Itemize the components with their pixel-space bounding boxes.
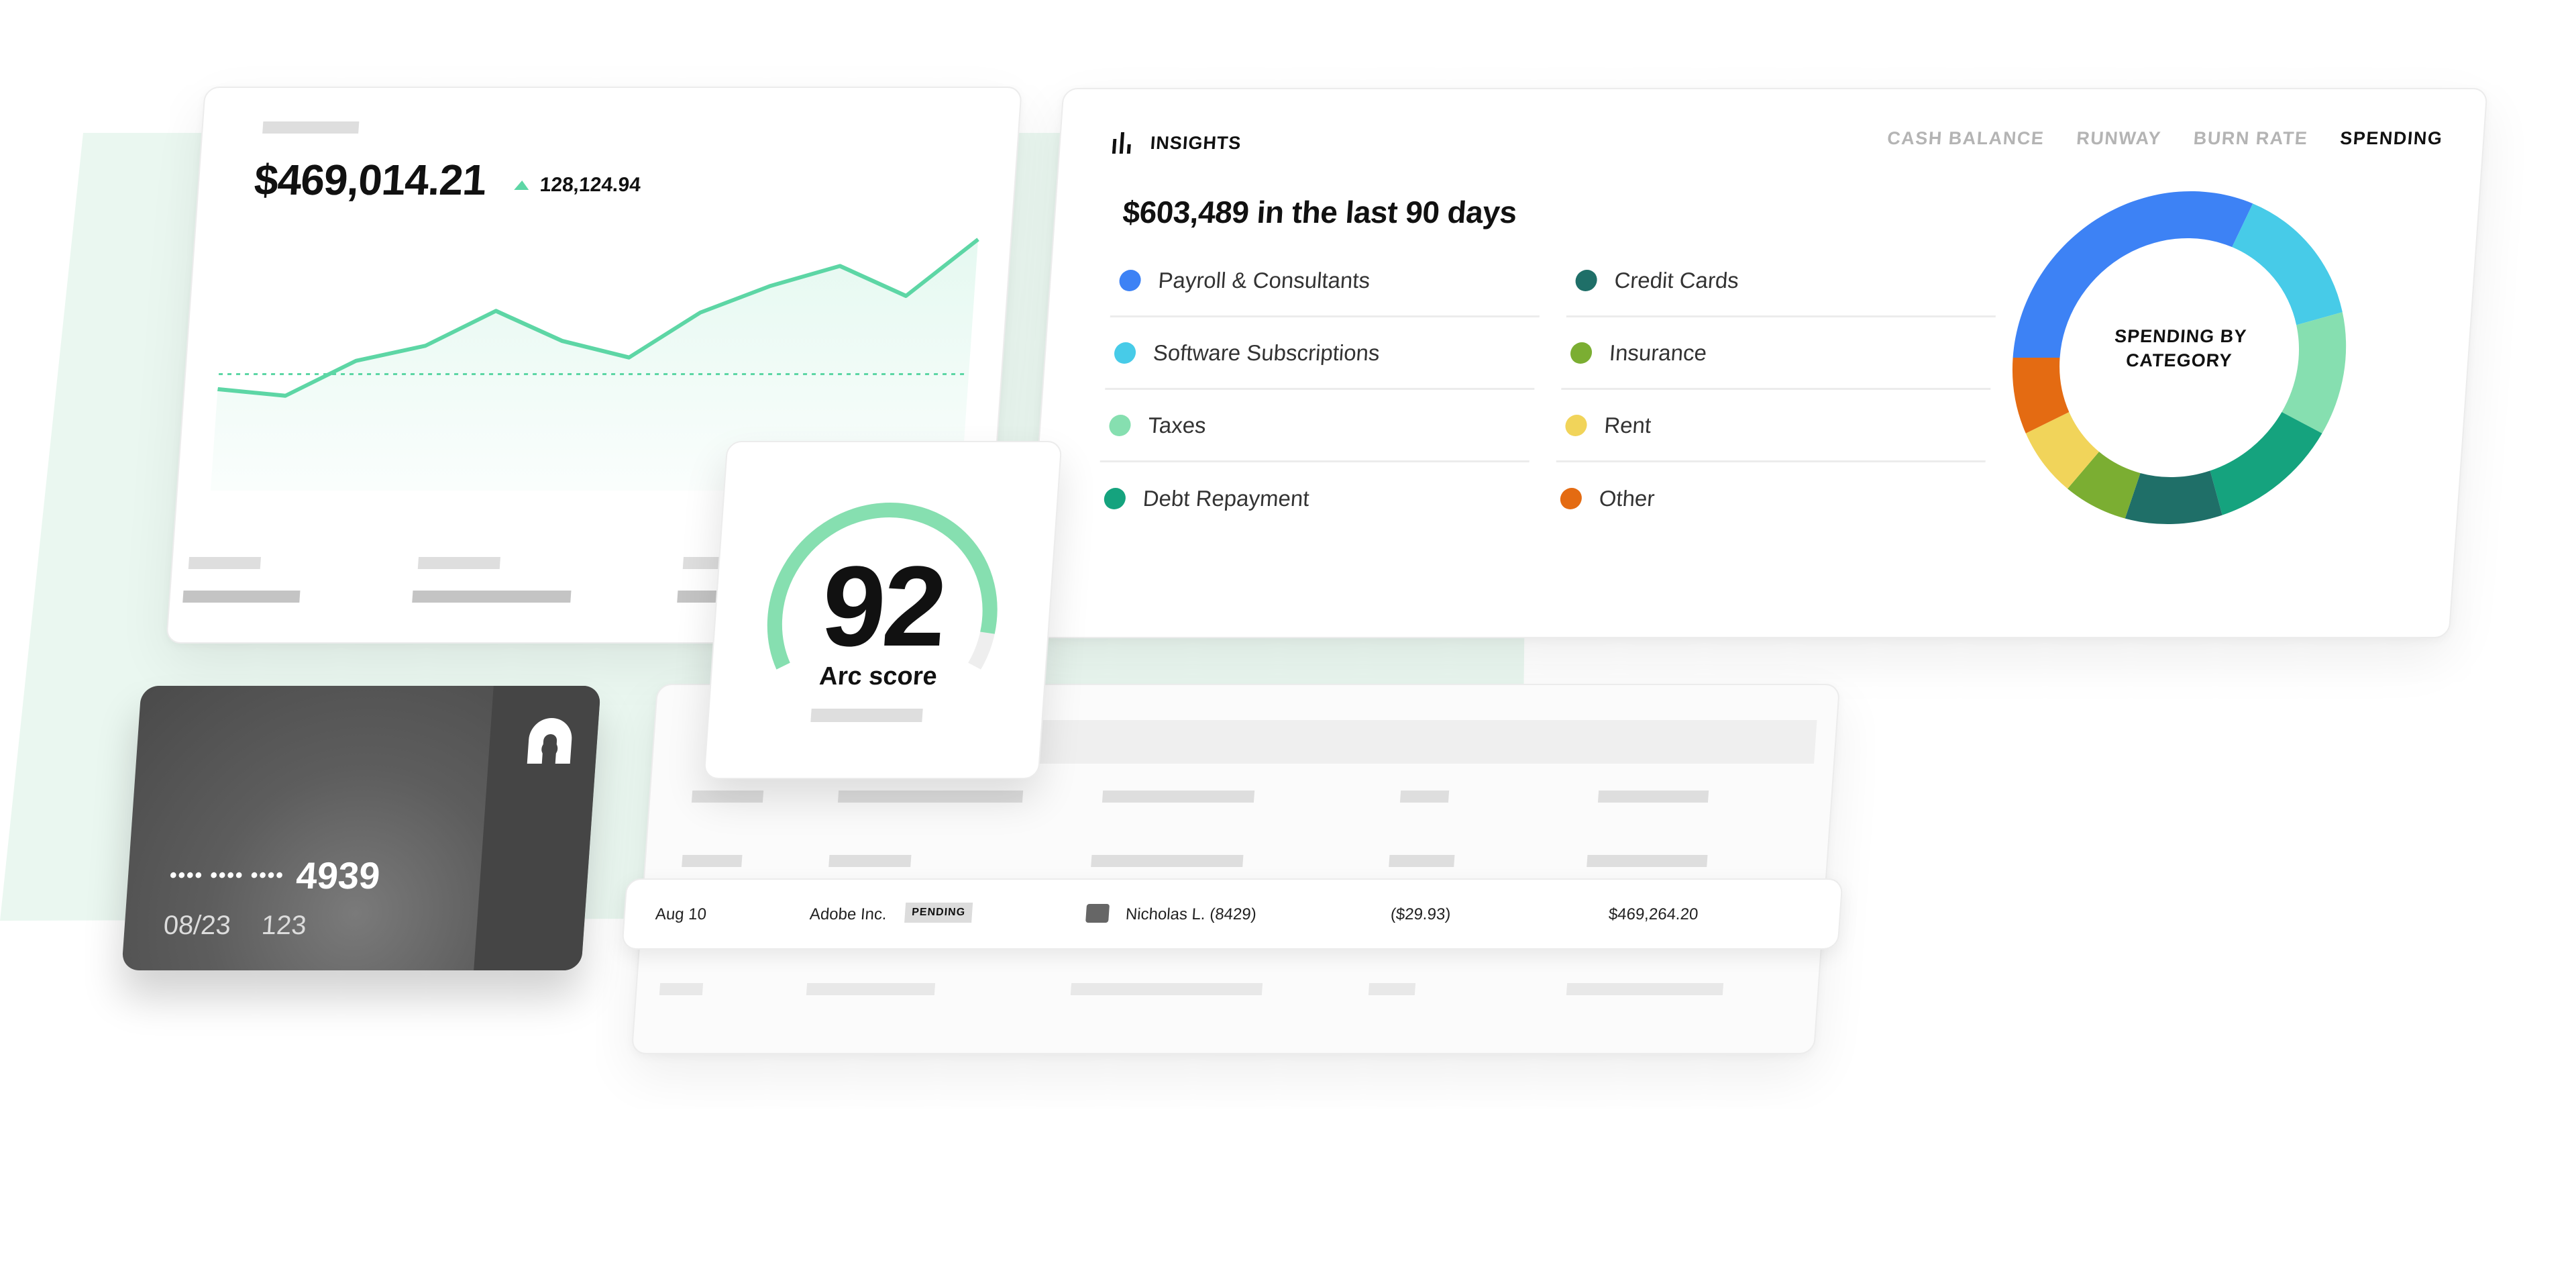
transaction-amount: ($29.93) xyxy=(1390,905,1452,923)
donut-segment xyxy=(2012,358,2070,434)
score-value: 92 xyxy=(818,543,949,670)
legend-dot-icon xyxy=(1569,342,1593,364)
legend-dot-icon xyxy=(1103,488,1126,509)
donut-center-label: SPENDING BY CATEGORY xyxy=(2114,326,2248,370)
insights-tabs: CASH BALANCE RUNWAY BURN RATE SPENDING xyxy=(1865,128,2443,149)
transaction-balance: $469,264.20 xyxy=(1608,905,1699,923)
legend-dot-icon xyxy=(1559,488,1582,509)
insights-header: INSIGHTS xyxy=(1112,132,1242,154)
bar-chart-icon xyxy=(1112,132,1131,154)
sparkline-line xyxy=(217,238,979,398)
legend-label: Debt Repayment xyxy=(1142,486,1310,511)
legend-item: Rent xyxy=(1556,390,1991,462)
legend-label: Software Subscriptions xyxy=(1152,340,1381,365)
insights-title: INSIGHTS xyxy=(1149,132,1242,153)
donut-segment xyxy=(2125,470,2222,524)
placeholder xyxy=(1566,983,1724,995)
placeholder xyxy=(828,855,912,867)
transaction-date: Aug 10 xyxy=(655,905,707,923)
spending-headline: $603,489 in the last 90 days xyxy=(1121,195,1518,230)
placeholder xyxy=(1368,983,1416,995)
tab-spending[interactable]: SPENDING xyxy=(2339,128,2444,148)
table-row[interactable]: Aug 10 Adobe Inc. PENDING Nicholas L. (8… xyxy=(621,878,1843,950)
card-number-mask: •••• •••• •••• xyxy=(168,864,285,886)
placeholder xyxy=(1597,791,1709,803)
legend-item: Insurance xyxy=(1561,317,1996,390)
balance-sparkline xyxy=(210,238,979,491)
legend-item: Other xyxy=(1551,462,1986,535)
tab-burn-rate[interactable]: BURN RATE xyxy=(2192,128,2309,148)
donut-segment xyxy=(2025,411,2100,489)
legend-item: Credit Cards xyxy=(1566,245,2001,317)
credit-card[interactable]: •••• •••• •••• 4939 08/23 123 xyxy=(121,686,601,970)
donut-segment xyxy=(2068,452,2141,519)
legend-dot-icon xyxy=(1574,269,1598,291)
sparkline-area xyxy=(210,239,979,491)
placeholder xyxy=(810,709,923,722)
score-gauge xyxy=(767,503,998,670)
donut-segment xyxy=(2232,203,2343,325)
transaction-cardholder: Nicholas L. (8429) xyxy=(1125,905,1257,923)
transaction-merchant: Adobe Inc. xyxy=(809,905,888,923)
placeholder xyxy=(806,983,936,995)
donut-segment xyxy=(2282,312,2347,434)
placeholder xyxy=(837,791,1024,803)
placeholder xyxy=(677,591,718,603)
legend-label: Insurance xyxy=(1608,340,1708,365)
card-last4: 4939 xyxy=(294,854,382,897)
status-badge: PENDING xyxy=(904,903,973,923)
placeholder xyxy=(417,557,501,569)
legend-item: Debt Repayment xyxy=(1095,462,1529,535)
donut-segment xyxy=(2012,191,2253,358)
category-legend: Payroll & Consultants Software Subscripti… xyxy=(1095,245,2054,535)
legend-item: Taxes xyxy=(1099,390,1535,462)
placeholder xyxy=(188,557,262,569)
card-number: •••• •••• •••• 4939 xyxy=(168,854,382,897)
legend-label: Payroll & Consultants xyxy=(1157,267,1371,293)
placeholder xyxy=(1091,855,1244,867)
tab-cash-balance[interactable]: CASH BALANCE xyxy=(1886,128,2045,148)
placeholder xyxy=(1389,855,1455,867)
legend-item: Software Subscriptions xyxy=(1105,317,1540,390)
balance-card: $469,014.21 128,124.94 xyxy=(165,87,1023,644)
tab-runway[interactable]: RUNWAY xyxy=(2076,128,2162,148)
placeholder xyxy=(691,791,764,803)
donut-segment xyxy=(2210,411,2322,515)
card-meta: 08/23 123 xyxy=(162,911,307,941)
placeholder xyxy=(659,983,704,995)
legend-dot-icon xyxy=(1108,414,1132,436)
legend-label: Credit Cards xyxy=(1613,267,1740,293)
placeholder xyxy=(682,855,743,867)
placeholder xyxy=(1399,791,1450,803)
placeholder xyxy=(412,591,572,603)
card-icon xyxy=(1085,904,1110,923)
gauge-fill xyxy=(767,503,998,670)
arc-logo-icon xyxy=(527,718,572,764)
card-expiry: 08/23 xyxy=(162,911,232,940)
insights-card: INSIGHTS CASH BALANCE RUNWAY BURN RATE S… xyxy=(1024,88,2488,638)
legend-label: Taxes xyxy=(1147,412,1208,438)
placeholder xyxy=(1587,855,1708,867)
placeholder xyxy=(1102,791,1255,803)
legend-dot-icon xyxy=(1113,342,1137,364)
score-label: Arc score xyxy=(818,662,938,691)
spending-donut-chart xyxy=(2012,191,2347,524)
legend-item: Payroll & Consultants xyxy=(1110,245,1545,317)
card-cvv: 123 xyxy=(260,911,308,940)
arc-score-card: 92 Arc score xyxy=(703,441,1063,779)
placeholder xyxy=(1070,983,1263,995)
placeholder xyxy=(182,591,301,603)
legend-dot-icon xyxy=(1118,269,1142,291)
legend-label: Rent xyxy=(1603,412,1652,438)
legend-label: Other xyxy=(1598,486,1656,511)
legend-dot-icon xyxy=(1564,414,1588,436)
